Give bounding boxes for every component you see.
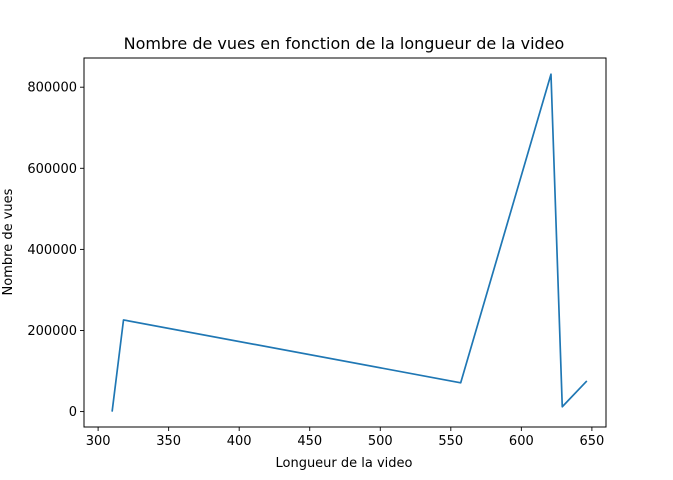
axes-frame bbox=[83, 57, 607, 428]
x-tick-label: 500 bbox=[368, 434, 393, 449]
x-tick-label: 600 bbox=[509, 434, 534, 449]
y-tick-label: 400000 bbox=[27, 243, 77, 258]
y-tick-label: 0 bbox=[69, 405, 77, 420]
y-tick-label: 600000 bbox=[27, 162, 77, 177]
y-tick-label: 800000 bbox=[27, 81, 77, 96]
series-line-0 bbox=[111, 73, 588, 412]
plot-area: 300 350 400 450 500 550 600 650 0 200000 400000 600… bbox=[27, 57, 607, 449]
x-tick-label: 650 bbox=[579, 434, 604, 449]
x-tick-label: 550 bbox=[438, 434, 463, 449]
x-tick-label: 300 bbox=[86, 434, 111, 449]
chart-title: Nombre de vues en fonction de la longueu… bbox=[124, 34, 565, 53]
y-axis-label: Nombre de vues bbox=[1, 188, 16, 295]
x-axis-label: Longueur de la video bbox=[275, 456, 412, 471]
x-tick-label: 400 bbox=[227, 434, 252, 449]
x-tick-label: 450 bbox=[297, 434, 322, 449]
x-tick-label: 350 bbox=[156, 434, 181, 449]
y-tick-label: 200000 bbox=[27, 324, 77, 339]
